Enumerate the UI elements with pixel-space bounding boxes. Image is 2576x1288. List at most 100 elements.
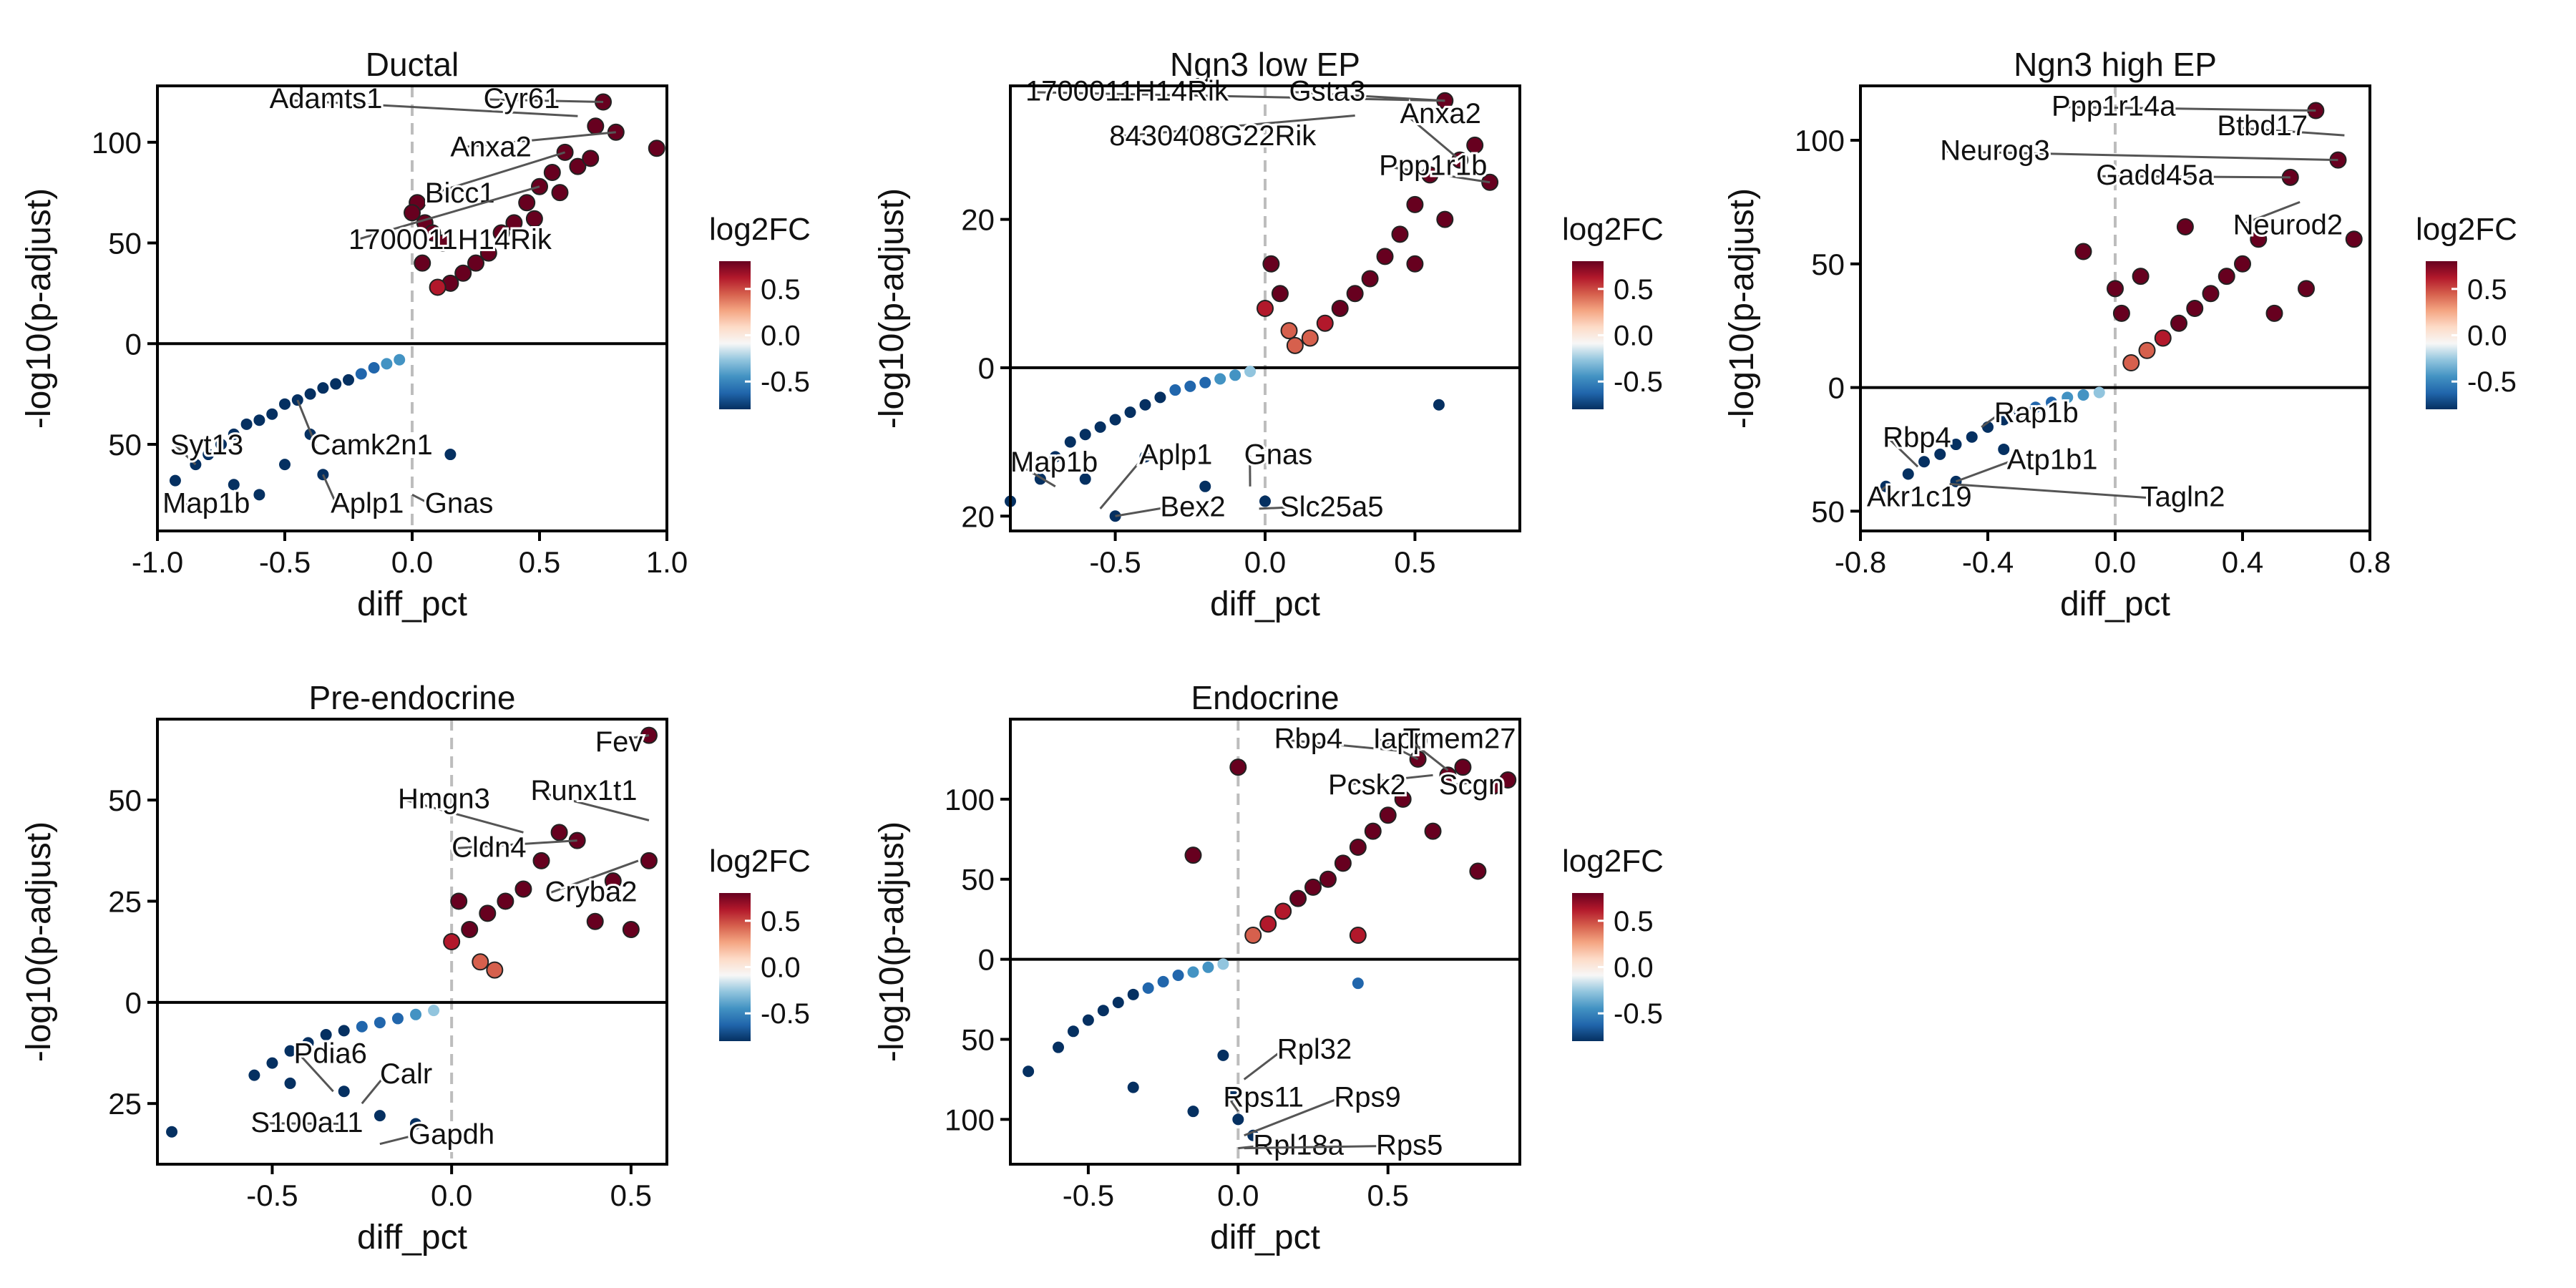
data-point-up [1394, 790, 1412, 808]
y-tick-label: 100 [92, 126, 142, 160]
colorbar: log2FC 0.5 0.0 -0.5 [2416, 212, 2517, 409]
gene-label: Cldn4 [452, 831, 527, 863]
gene-label: Gnas [425, 488, 494, 519]
data-point-up [505, 214, 523, 232]
data-point-down [1998, 443, 2010, 455]
data-point-up [1304, 878, 1322, 896]
label-leader-line [536, 790, 650, 821]
label-leader-line [2102, 175, 2290, 179]
label-leader-line [175, 444, 197, 466]
gene-label: Calr [380, 1058, 432, 1090]
label-leader-line [411, 494, 431, 506]
data-point-up [1184, 847, 1202, 864]
data-point-down [355, 368, 367, 380]
data-point-up [1334, 854, 1352, 872]
data-point-down [1232, 1113, 1244, 1126]
colorbar-title: log2FC [1562, 212, 1664, 247]
gene-label: Rbp4 [1883, 422, 1951, 454]
panel-title: Endocrine [1191, 679, 1339, 716]
data-point-down [228, 479, 240, 491]
data-point-up [492, 224, 510, 242]
y-tick-label: 0 [978, 351, 995, 385]
data-point-down [2029, 401, 2041, 414]
label-leader-line [2057, 105, 2316, 112]
data-point-down [338, 1085, 350, 1098]
gene-label: Pdia6 [294, 1038, 367, 1070]
x-tick-label: 0.0 [1217, 1179, 1259, 1212]
data-point-up [424, 224, 441, 242]
data-point-down [1082, 1014, 1094, 1026]
data-point-down [284, 1077, 296, 1089]
gene-label: Neurog3 [1940, 135, 2049, 167]
data-point-down [1142, 982, 1154, 994]
data-point-down [1049, 451, 1061, 463]
data-point-up [1466, 136, 1484, 154]
data-point-up [582, 150, 600, 167]
data-point-down [368, 362, 380, 374]
gene-label: Map1b [1010, 447, 1098, 478]
colorbar-tick-label: 0.0 [1614, 952, 1654, 984]
data-point-up [1424, 822, 1442, 840]
data-point-down [203, 449, 215, 461]
data-point-down [1067, 1025, 1079, 1038]
data-point-down [2014, 406, 2026, 419]
y-tick-label: 0 [125, 327, 142, 361]
data-point-down [1244, 366, 1257, 378]
data-point-down [320, 1029, 332, 1041]
data-point-up [414, 254, 431, 272]
colorbar-title: log2FC [1562, 844, 1664, 879]
label-leader-line [256, 1122, 344, 1125]
data-point-up [525, 210, 543, 228]
y-tick-label: 25 [108, 1087, 142, 1121]
x-tick-label: -0.8 [1835, 545, 1886, 579]
colorbar-tick-label: -0.5 [761, 998, 810, 1030]
data-point-up [1280, 322, 1298, 340]
data-point-down [444, 449, 457, 461]
gene-label: Tmem27 [1403, 723, 1516, 754]
label-leader-line [296, 399, 317, 447]
data-point-up [1244, 927, 1262, 945]
data-point-up [2202, 285, 2220, 303]
data-point-down [266, 1057, 278, 1069]
x-axis-label: diff_pct [357, 585, 467, 623]
label-leader-line [1888, 437, 1919, 468]
colorbar-tick-label: -0.5 [761, 366, 810, 398]
y-tick-label: 25 [108, 884, 142, 918]
data-point-up [1301, 329, 1319, 347]
data-point-down [356, 1020, 368, 1033]
x-axis-label: diff_pct [1210, 1219, 1320, 1257]
data-point-down [428, 1005, 440, 1017]
data-point-up [1286, 336, 1304, 354]
data-point-up [450, 892, 468, 910]
data-point-up [1319, 870, 1337, 888]
data-point-up [1271, 285, 1289, 303]
data-point-down [343, 374, 354, 386]
panel-frame [1009, 718, 1521, 1166]
y-axis-label: -log10(p-adjust) [873, 821, 911, 1062]
gene-label: Cryba2 [545, 876, 638, 907]
label-leader-line [1384, 165, 1491, 184]
data-point-up [550, 824, 568, 841]
data-point-down [279, 398, 291, 410]
data-point-down [1079, 473, 1091, 485]
data-point-up [569, 157, 587, 175]
gene-label: Rap1b [1994, 397, 2079, 429]
data-point-up [1436, 210, 1454, 228]
data-point-down [284, 1045, 296, 1057]
x-tick-label: 0.0 [431, 1179, 472, 1212]
data-point-down [1169, 384, 1181, 396]
gene-label: 1700011H14Rik [1025, 76, 1229, 107]
plot-panel-3: Ngn3 high EP Ppp1r14a Btbd17 Neurog3 Gadd45a… [1723, 46, 2391, 623]
data-point-down [215, 438, 227, 450]
label-leader-line [430, 151, 566, 195]
data-point-up [648, 140, 665, 157]
data-point-up [1349, 838, 1367, 856]
data-point-up [1364, 822, 1382, 840]
data-point-up [1439, 766, 1457, 784]
data-point-down [169, 474, 181, 487]
data-point-down [374, 1110, 386, 1122]
data-point-up [479, 244, 497, 262]
gene-label: Cyr61 [484, 83, 560, 114]
label-leader-line [457, 839, 577, 849]
data-point-up [1259, 915, 1277, 933]
